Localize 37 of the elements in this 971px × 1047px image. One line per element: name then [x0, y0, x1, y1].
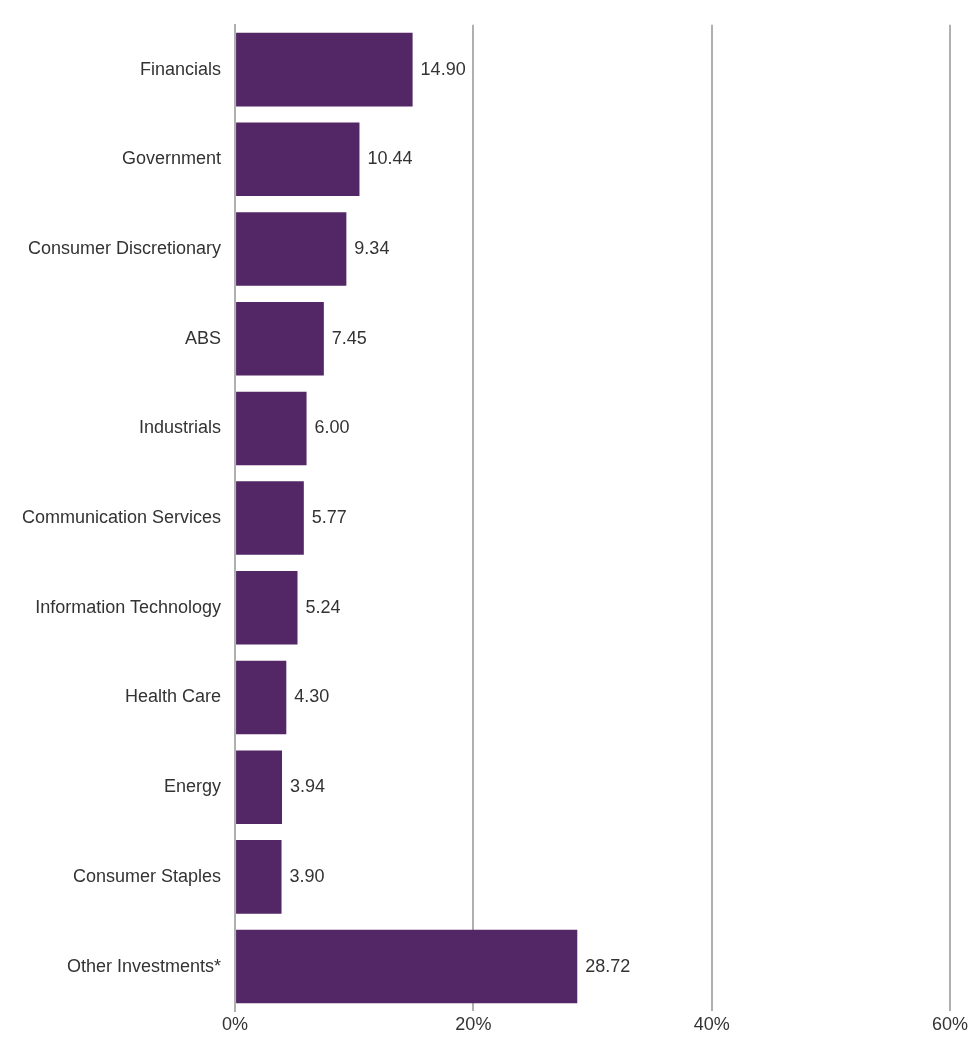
data-label: 14.90 — [420, 58, 466, 79]
bar — [236, 660, 287, 735]
x-tick-label: 60% — [931, 1014, 968, 1035]
data-label: 10.44 — [367, 148, 413, 169]
y-tick-label: Industrials — [139, 417, 222, 438]
y-tick-label: Government — [122, 148, 222, 169]
bar — [236, 391, 307, 466]
bar — [236, 212, 347, 286]
y-tick-label: ABS — [185, 327, 222, 348]
y-tick-label: Consumer Staples — [72, 865, 222, 886]
data-label: 28.72 — [585, 955, 631, 976]
bar — [236, 122, 360, 197]
y-tick-label: Information Technology — [35, 596, 222, 617]
bar — [236, 750, 283, 824]
y-tick-label: Financials — [140, 58, 222, 79]
y-tick-label: Consumer Discretionary — [28, 238, 222, 258]
data-label: 3.90 — [289, 865, 325, 886]
data-label: 3.94 — [290, 776, 326, 797]
bar — [236, 481, 304, 555]
bar — [236, 301, 324, 376]
bar — [236, 840, 282, 914]
y-tick-label: Health Care — [125, 686, 222, 707]
data-label: 5.24 — [305, 596, 341, 617]
data-label: 5.77 — [311, 507, 347, 528]
x-tick-label: 0% — [222, 1014, 249, 1035]
data-label: 6.00 — [314, 417, 350, 438]
y-tick-label: Communication Services — [21, 507, 222, 528]
data-label: 7.45 — [331, 327, 367, 348]
bar — [236, 32, 413, 107]
x-tick-label: 40% — [693, 1014, 730, 1035]
data-label: 9.34 — [354, 238, 390, 258]
y-tick-label: Energy — [164, 776, 222, 797]
x-tick-label: 20% — [455, 1014, 492, 1035]
y-tick-label: Other Investments* — [66, 955, 222, 976]
bar — [236, 571, 298, 645]
bar — [236, 929, 578, 1004]
data-label: 4.30 — [294, 686, 330, 707]
